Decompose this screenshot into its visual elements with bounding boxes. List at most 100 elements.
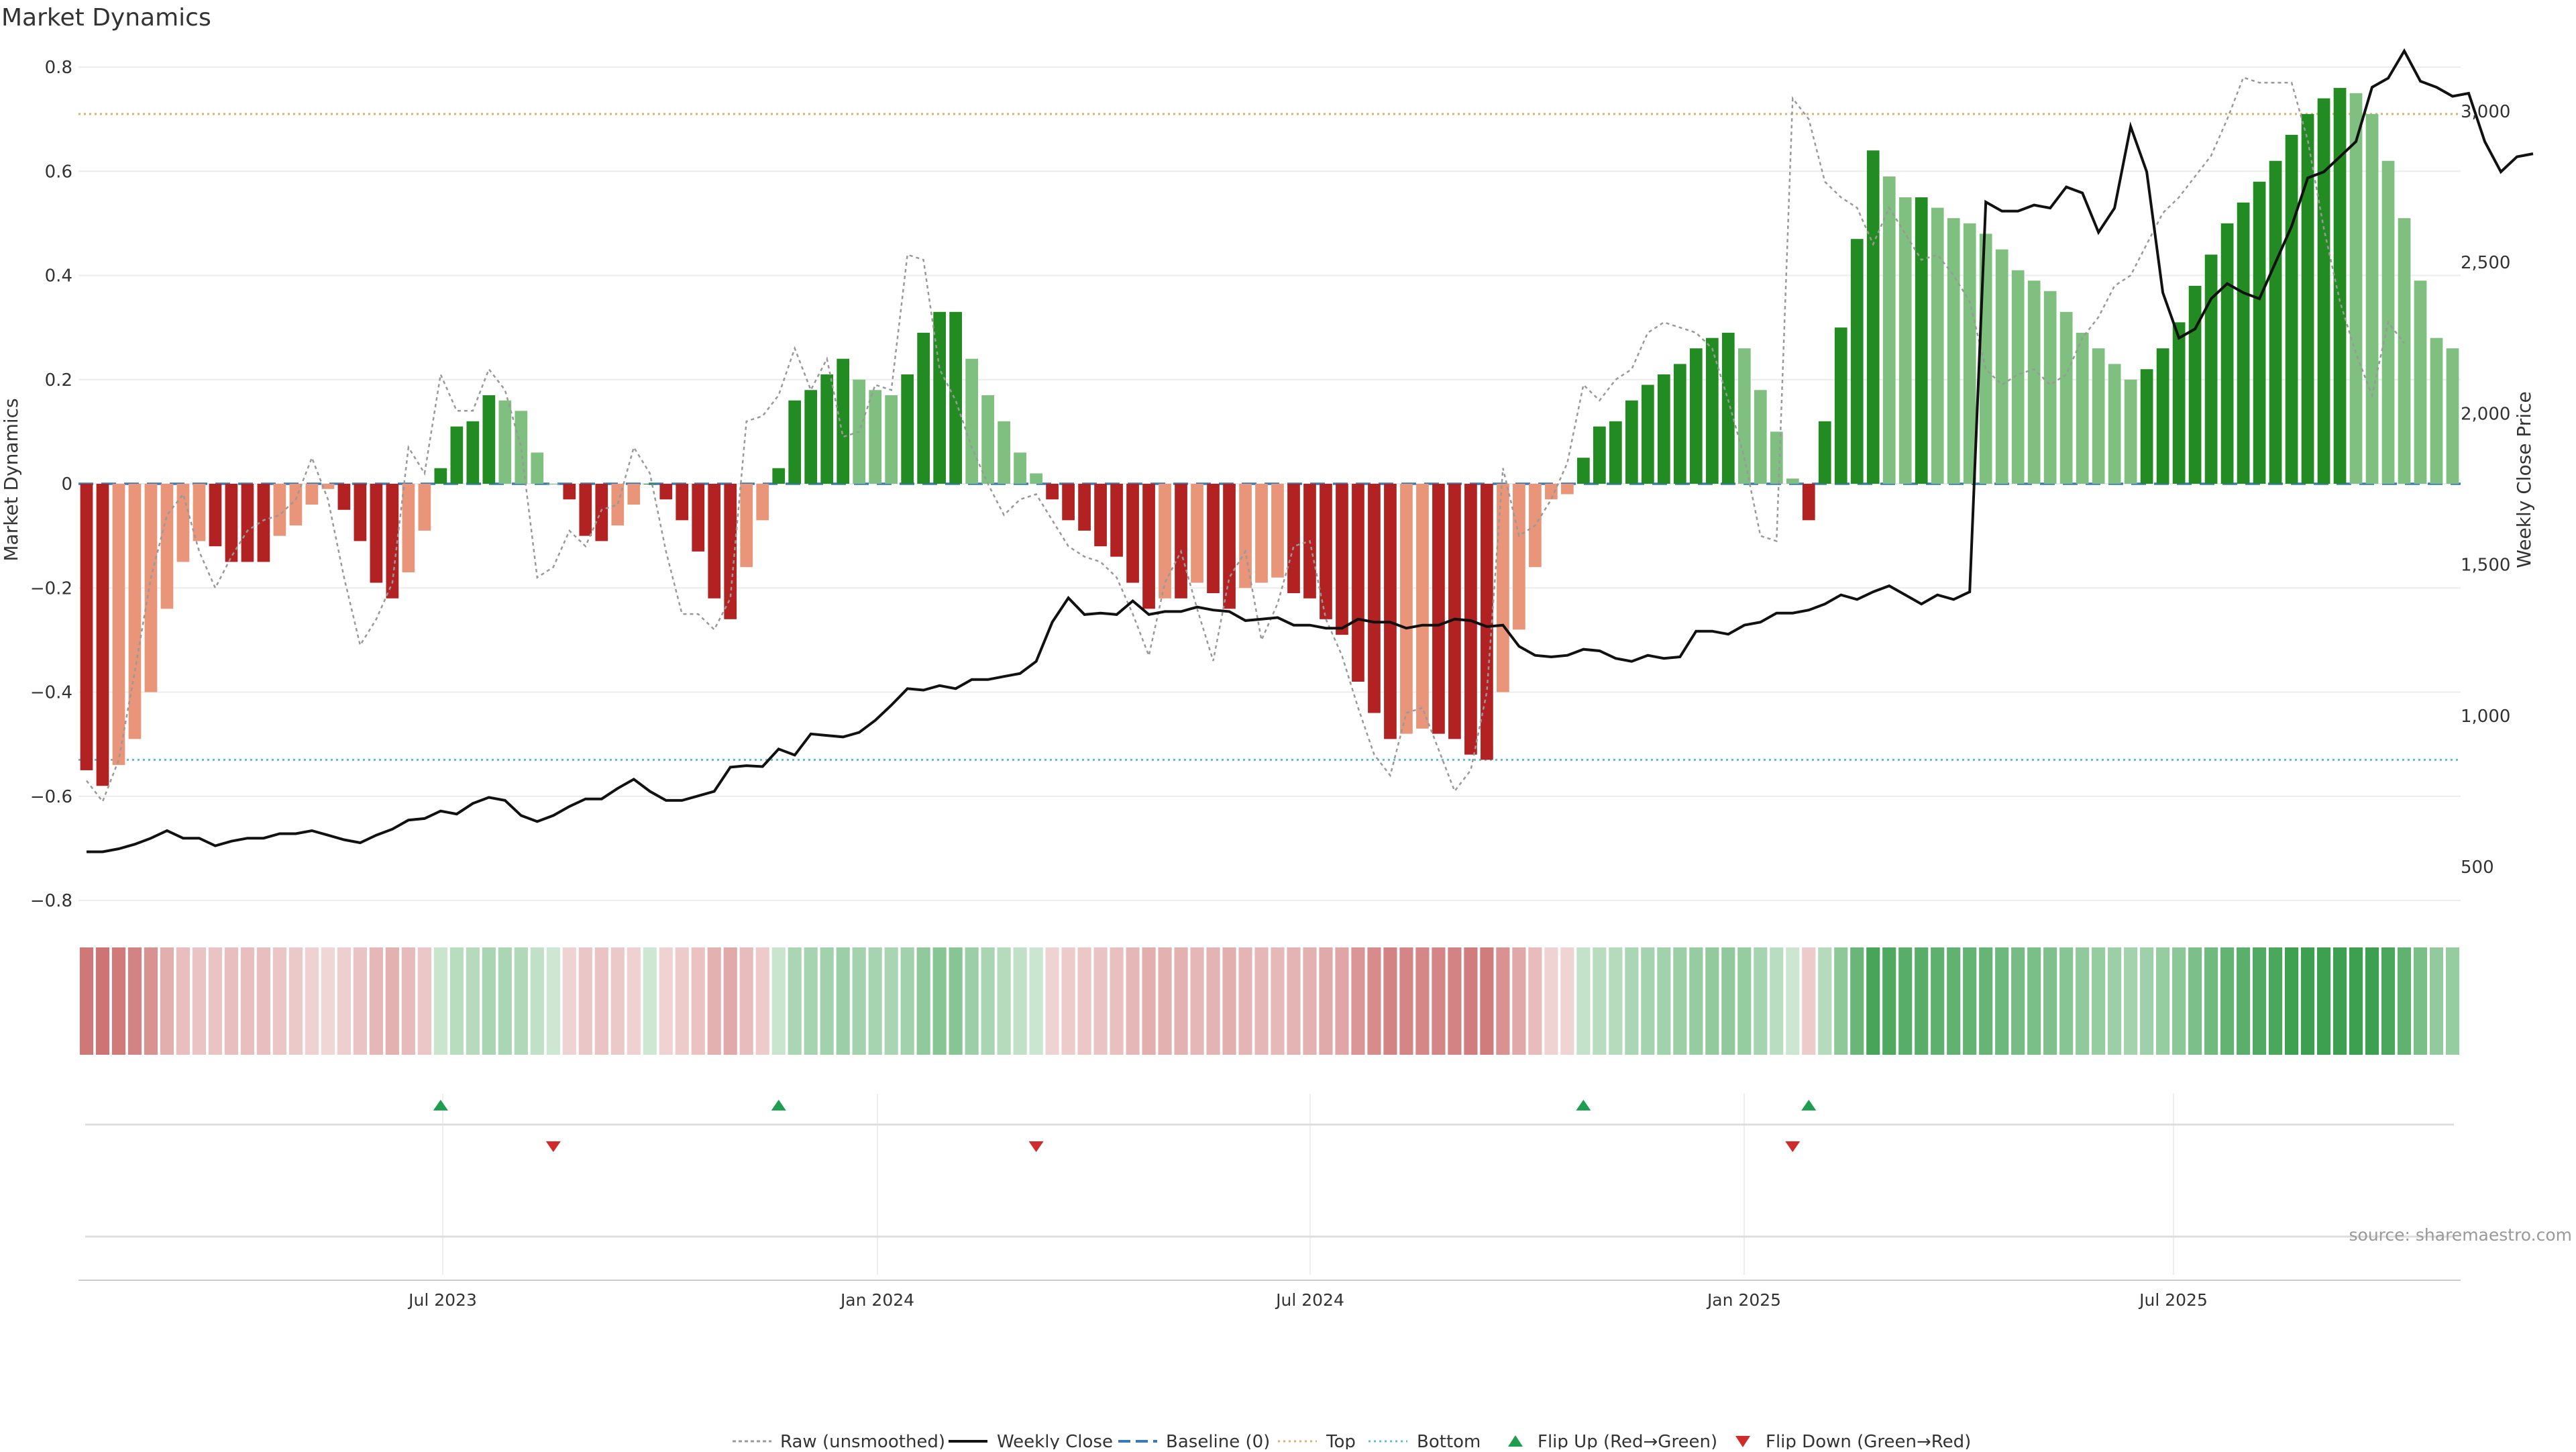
bar [885, 395, 898, 484]
strip-cell [2124, 947, 2138, 1055]
bar [1754, 390, 1767, 484]
strip-cell [2253, 947, 2267, 1055]
strip-cell [949, 947, 963, 1055]
bar [2285, 134, 2298, 484]
bar [611, 484, 625, 526]
bar [193, 484, 206, 541]
bar [1175, 484, 1187, 599]
bar [1223, 484, 1236, 609]
bar [1159, 484, 1171, 599]
strip-cell [2300, 947, 2315, 1055]
strip-cell [1560, 947, 1574, 1055]
strip-cell [1963, 947, 1977, 1055]
bar [788, 400, 802, 484]
strip-cell [723, 947, 737, 1055]
bar [998, 421, 1010, 484]
strip-cell [530, 947, 544, 1055]
legend-label: Flip Up (Red→Green) [1538, 1432, 1717, 1449]
bar [1030, 473, 1042, 484]
bar [2253, 181, 2266, 484]
bar [466, 421, 480, 484]
strip-cell [2349, 947, 2363, 1055]
y-tick-label: 0 [61, 474, 72, 495]
strip-cell [578, 947, 592, 1055]
bar [1320, 484, 1332, 619]
bar [1931, 207, 1944, 484]
bar [257, 484, 270, 562]
regime-strip [79, 947, 2460, 1055]
legend-flip-down-icon [1735, 1436, 1750, 1447]
strip-cell [643, 947, 657, 1055]
bar [965, 358, 978, 484]
strip-cell [1625, 947, 1639, 1055]
strip-cell [1158, 947, 1172, 1055]
strip-cell [1238, 947, 1252, 1055]
bar [1416, 484, 1429, 729]
bar [659, 484, 673, 500]
x-tick-label: Jul 2024 [1275, 1290, 1344, 1310]
bar [820, 374, 834, 484]
bar [321, 484, 335, 489]
weekly-close-line [87, 48, 2534, 853]
strip-cell [160, 947, 174, 1055]
bar [724, 484, 737, 619]
bar [1995, 249, 2008, 484]
strip-cell [932, 947, 947, 1055]
strip-cell [272, 947, 286, 1055]
strip-cell [755, 947, 769, 1055]
strip-cell [1303, 947, 1317, 1055]
strip-cell [2413, 947, 2428, 1055]
strip-cell [240, 947, 255, 1055]
bar [1834, 327, 1847, 484]
y-tick-label: 0.8 [45, 58, 72, 78]
strip-cell [2397, 947, 2412, 1055]
bar [949, 311, 962, 484]
bar [1497, 484, 1509, 692]
strip-cell [1271, 947, 1285, 1055]
bar [241, 484, 254, 562]
strip-cell [466, 947, 480, 1055]
bar [1963, 223, 1976, 484]
bar [1657, 374, 1670, 484]
strip-cell [900, 947, 914, 1055]
bar [2076, 332, 2089, 484]
legend-flip-up-icon [1508, 1435, 1523, 1447]
strip-cell [144, 947, 158, 1055]
strip-cell [1898, 947, 1913, 1055]
strip-cell [2092, 947, 2106, 1055]
bar [1513, 484, 1525, 630]
legend: Raw (unsmoothed) Weekly Close Baseline (0)… [733, 1432, 1971, 1452]
strip-cell [594, 947, 608, 1055]
bar [225, 484, 238, 562]
y-tick-label: 0.6 [45, 162, 72, 182]
strip-cell [353, 947, 367, 1055]
bar [1673, 364, 1686, 484]
strip-cell [1850, 947, 1864, 1055]
strip-cell [95, 947, 110, 1055]
strip-cell [820, 947, 834, 1055]
legend-label: Baseline (0) [1166, 1432, 1270, 1449]
bar [708, 484, 721, 599]
lines-group [86, 48, 2534, 853]
bar [2027, 280, 2041, 484]
bar [2220, 223, 2234, 484]
strip-cell [1448, 947, 1462, 1055]
bar [498, 400, 512, 484]
bar [2059, 311, 2073, 484]
strip-cell [417, 947, 431, 1055]
bar [2446, 348, 2459, 484]
bar [1014, 452, 1026, 484]
y-tick-label: 0.4 [45, 266, 72, 287]
strip-cell [1287, 947, 1301, 1055]
strip-cell [1979, 947, 1993, 1055]
source-label: source: sharemaestro.com [2349, 1225, 2573, 1245]
strip-cell [1689, 947, 1703, 1055]
bar [2269, 160, 2282, 484]
strip-cell [1737, 947, 1752, 1055]
strip-cell [208, 947, 223, 1055]
bar [1255, 484, 1268, 583]
bar [2365, 113, 2379, 484]
bar [1641, 384, 1654, 484]
bar [1609, 421, 1622, 484]
